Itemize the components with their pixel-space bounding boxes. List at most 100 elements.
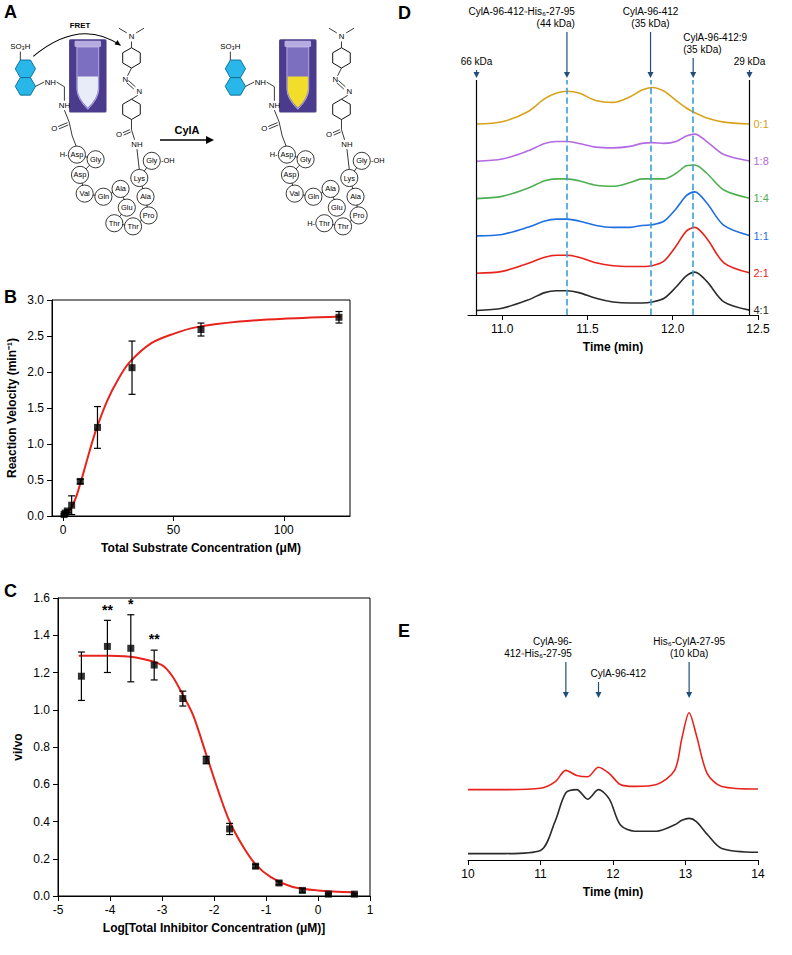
svg-text:Ala: Ala: [325, 184, 337, 193]
svg-text:N: N: [129, 32, 135, 41]
svg-text:0.2: 0.2: [33, 852, 50, 866]
svg-text:0: 0: [60, 523, 67, 537]
svg-text:3.0: 3.0: [27, 293, 44, 307]
svg-text:412◦His₆-27-95: 412◦His₆-27-95: [504, 648, 572, 659]
svg-text:29 kDa: 29 kDa: [734, 56, 766, 67]
svg-text:SO₃H: SO₃H: [220, 42, 240, 51]
svg-text:12.0: 12.0: [661, 322, 685, 336]
svg-text:-OH: -OH: [371, 156, 385, 165]
svg-text:12.5: 12.5: [746, 322, 770, 336]
svg-text:CylA-96-412: CylA-96-412: [591, 668, 647, 679]
svg-text:Pro: Pro: [353, 211, 365, 220]
svg-text:4:1: 4:1: [753, 304, 768, 316]
svg-text:SO₃H: SO₃H: [10, 42, 30, 51]
svg-text:-1: -1: [261, 903, 272, 917]
svg-text:Gly: Gly: [356, 156, 367, 165]
svg-text:Log[Total Inhibitor Concentrat: Log[Total Inhibitor Concentration (μM)]: [103, 921, 325, 935]
svg-text:Thr: Thr: [109, 219, 121, 228]
svg-text:11: 11: [534, 867, 547, 881]
svg-text:13: 13: [679, 867, 693, 881]
svg-text:NH: NH: [45, 78, 56, 87]
svg-text:0.4: 0.4: [33, 815, 50, 829]
svg-text:1: 1: [367, 903, 374, 917]
svg-text:-4: -4: [105, 903, 116, 917]
svg-text:NH: NH: [255, 78, 266, 87]
svg-text:CylA-96-412◦His₆-27-95: CylA-96-412◦His₆-27-95: [468, 6, 575, 17]
svg-text:2:1: 2:1: [753, 267, 768, 279]
svg-text:Thr: Thr: [127, 222, 139, 231]
svg-text:**: **: [149, 631, 160, 647]
svg-text:CylA-96-: CylA-96-: [533, 636, 572, 647]
svg-text:N: N: [346, 87, 352, 96]
svg-text:(35 kDa): (35 kDa): [683, 44, 721, 55]
svg-text:1.2: 1.2: [33, 666, 50, 680]
svg-text:(10 kDa): (10 kDa): [670, 648, 708, 659]
svg-text:-5: -5: [53, 903, 64, 917]
svg-text:Total Substrate Concentration: Total Substrate Concentration (μM): [101, 541, 301, 555]
svg-text:N: N: [332, 75, 338, 84]
svg-text:CylA-96-412: CylA-96-412: [623, 6, 679, 17]
svg-text:vi/vo: vi/vo: [11, 733, 25, 760]
svg-text:Glu: Glu: [331, 203, 343, 212]
svg-text:N: N: [136, 87, 142, 96]
svg-text:Gly: Gly: [90, 155, 101, 164]
svg-text:0.0: 0.0: [27, 509, 44, 523]
svg-text:Gln: Gln: [308, 192, 320, 201]
svg-text:H-: H-: [307, 219, 315, 228]
svg-text:11.0: 11.0: [491, 322, 514, 336]
svg-text:Glu: Glu: [121, 203, 133, 212]
svg-text:Val: Val: [290, 189, 301, 198]
svg-text:50: 50: [167, 523, 181, 537]
svg-text:H-: H-: [270, 150, 278, 159]
svg-text:Asp: Asp: [70, 150, 83, 159]
svg-text:Asp: Asp: [284, 170, 297, 179]
svg-text:Val: Val: [80, 189, 91, 198]
svg-text:**: **: [102, 602, 113, 618]
svg-text:NH: NH: [269, 101, 280, 110]
svg-text:1.0: 1.0: [27, 437, 44, 451]
svg-text:CylA-96-412:9: CylA-96-412:9: [683, 32, 747, 43]
svg-text:14: 14: [751, 867, 765, 881]
svg-text:0: 0: [315, 903, 322, 917]
svg-text:Gly: Gly: [146, 156, 157, 165]
svg-text:1.5: 1.5: [27, 401, 44, 415]
svg-text:1:4: 1:4: [753, 192, 768, 204]
svg-text:N: N: [339, 32, 345, 41]
svg-text:10: 10: [461, 867, 475, 881]
svg-text:D: D: [398, 3, 411, 23]
svg-text:1.6: 1.6: [33, 591, 50, 605]
svg-text:B: B: [4, 287, 17, 307]
svg-text:H-: H-: [60, 150, 68, 159]
svg-text:E: E: [398, 621, 410, 641]
svg-text:Time (min): Time (min): [583, 885, 643, 899]
svg-text:Gln: Gln: [98, 192, 110, 201]
svg-text:NH: NH: [341, 140, 352, 149]
svg-text:CylA: CylA: [174, 124, 199, 136]
svg-text:-OH: -OH: [161, 156, 175, 165]
svg-text:(44 kDa): (44 kDa): [537, 18, 575, 29]
svg-text:C: C: [4, 581, 17, 601]
svg-text:Thr: Thr: [319, 219, 331, 228]
svg-text:2.5: 2.5: [27, 329, 44, 343]
svg-text:1:8: 1:8: [753, 155, 768, 167]
svg-text:1.4: 1.4: [33, 628, 50, 642]
svg-text:12: 12: [606, 867, 620, 881]
svg-text:Lys: Lys: [134, 174, 146, 183]
svg-text:Reaction Velocity (min⁻¹): Reaction Velocity (min⁻¹): [5, 338, 19, 478]
svg-text:66 kDa: 66 kDa: [461, 56, 493, 67]
svg-text:A: A: [4, 2, 17, 22]
svg-text:N: N: [122, 75, 128, 84]
svg-text:Lys: Lys: [344, 174, 356, 183]
svg-text:Asp: Asp: [280, 150, 293, 159]
svg-text:-3: -3: [157, 903, 168, 917]
svg-text:0.5: 0.5: [27, 473, 44, 487]
svg-text:Time (min): Time (min): [583, 340, 643, 354]
svg-text:O: O: [51, 124, 57, 133]
svg-text:0.0: 0.0: [33, 889, 50, 903]
svg-text:His₆-CylA-27-95: His₆-CylA-27-95: [653, 636, 725, 647]
svg-text:2.0: 2.0: [27, 365, 44, 379]
svg-text:*: *: [128, 596, 134, 612]
svg-text:-2: -2: [209, 903, 220, 917]
svg-text:NH: NH: [59, 101, 70, 110]
svg-text:FRET: FRET: [70, 21, 91, 30]
